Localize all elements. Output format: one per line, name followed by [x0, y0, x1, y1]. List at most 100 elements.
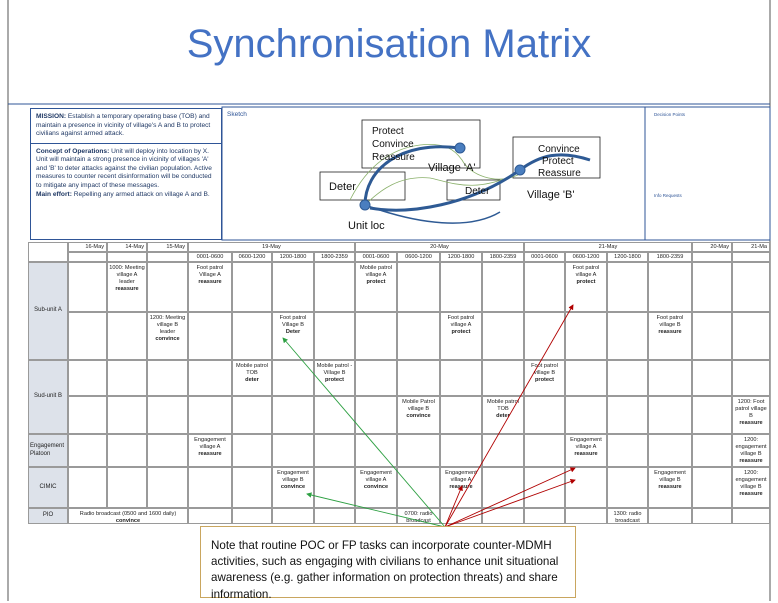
side-panel	[644, 106, 771, 241]
empty-cell	[107, 396, 147, 434]
empty-cell	[565, 508, 607, 524]
empty-cell	[355, 396, 397, 434]
empty-cell	[232, 508, 272, 524]
day-label: 15-May	[166, 244, 185, 250]
empty-cell	[107, 434, 147, 467]
slot-header: 1800-2359	[314, 252, 355, 262]
unit-loc: Unit loc	[348, 220, 385, 232]
task-effect: protect	[451, 328, 471, 335]
slot-header: 0600-1200	[397, 252, 440, 262]
day-header: 16-May	[68, 242, 107, 252]
box-b	[512, 136, 601, 179]
empty-cell	[732, 262, 770, 312]
day-header: 21-Ma	[732, 242, 770, 252]
sketch-title: Sketch	[227, 111, 247, 118]
empty-cell	[648, 434, 692, 467]
task-text: Engagement village A	[360, 470, 392, 483]
empty-cell	[272, 396, 314, 434]
empty-cell	[107, 467, 147, 508]
slot-header	[68, 252, 107, 262]
empty-cell	[355, 434, 397, 467]
task-text: 0700: radio broadcast	[404, 511, 433, 524]
empty-cell	[397, 434, 440, 467]
day-header: 19-May	[188, 242, 355, 252]
task-text: Foot patrol village B	[656, 315, 684, 328]
task-effect: convince	[155, 335, 180, 342]
task-text: Engagement village A	[194, 437, 226, 450]
row-label-text: Engagement Platoon	[30, 443, 65, 457]
empty-cell	[565, 396, 607, 434]
box-b-line: Convince	[538, 144, 580, 155]
task-text: 1200: Meeting village B leader	[149, 315, 186, 335]
day-label: 21-Ma	[751, 244, 767, 250]
row-label-text: Sud-unit B	[33, 393, 63, 400]
slot-header: 0001-0600	[524, 252, 565, 262]
task-text: 1000: Meeting village A leader	[109, 265, 145, 285]
empty-cell	[565, 312, 607, 360]
empty-cell	[397, 467, 440, 508]
task-text: Foot patrol Village A	[196, 265, 224, 278]
slot-header: 1200-1800	[607, 252, 648, 262]
task-effect: reassure	[739, 419, 763, 426]
day-header: 21-May	[524, 242, 692, 252]
empty-cell	[692, 360, 732, 396]
empty-cell	[68, 262, 107, 312]
empty-cell	[607, 360, 648, 396]
task-effect: reassure	[574, 450, 598, 457]
mission-label: MISSION:	[36, 113, 67, 120]
slot-header: 1800-2359	[648, 252, 692, 262]
slot-header: 0600-1200	[565, 252, 607, 262]
empty-cell	[314, 262, 355, 312]
concept-label: Concept of Operations:	[36, 147, 110, 155]
task-cell: Mobile patrol TOB deter	[482, 396, 524, 434]
empty-cell	[232, 312, 272, 360]
slot-header: 1200-1800	[272, 252, 314, 262]
empty-cell	[147, 467, 188, 508]
decision-points: Decision Points	[654, 112, 686, 117]
empty-cell	[232, 396, 272, 434]
empty-cell	[607, 467, 648, 508]
task-text: Foot patrol village B	[531, 363, 558, 376]
day-label: 16-May	[85, 244, 104, 250]
slot-header	[732, 252, 770, 262]
empty-cell	[272, 508, 314, 524]
empty-cell	[648, 262, 692, 312]
task-text: Engagement village A	[570, 437, 602, 450]
row-label-text: Sub-unit A	[34, 307, 62, 314]
empty-cell	[607, 434, 648, 467]
empty-cell	[440, 434, 482, 467]
empty-cell	[232, 434, 272, 467]
empty-cell	[524, 434, 565, 467]
task-text: Mobile patrol - Village B	[316, 363, 353, 376]
unit-dot	[359, 199, 371, 211]
task-cell: Foot patrol Village B Deter	[272, 312, 314, 360]
task-text: Engagement village B	[277, 470, 309, 483]
slot-header: 0600-1200	[232, 252, 272, 262]
row-label: PIO	[28, 508, 68, 524]
task-text: 1300: radio broadcast	[613, 511, 642, 524]
empty-cell	[440, 360, 482, 396]
village-a-dot	[454, 142, 466, 154]
task-cell: 1200: Meeting village B leader convince	[147, 312, 188, 360]
empty-cell	[692, 434, 732, 467]
task-text: Mobile Patrol village B	[402, 399, 435, 412]
note: Note that routine POC or FP tasks can in…	[200, 526, 576, 601]
empty-cell	[524, 312, 565, 360]
mission: MISSION: Establish a temporary operating…	[31, 109, 221, 143]
task-text: Engagement village B	[654, 470, 686, 483]
empty-cell	[524, 467, 565, 508]
row-label: Sud-unit B	[28, 360, 68, 434]
day-header: 15-May	[147, 242, 188, 252]
task-text: Engagement village A	[445, 470, 477, 483]
empty-cell	[482, 434, 524, 467]
